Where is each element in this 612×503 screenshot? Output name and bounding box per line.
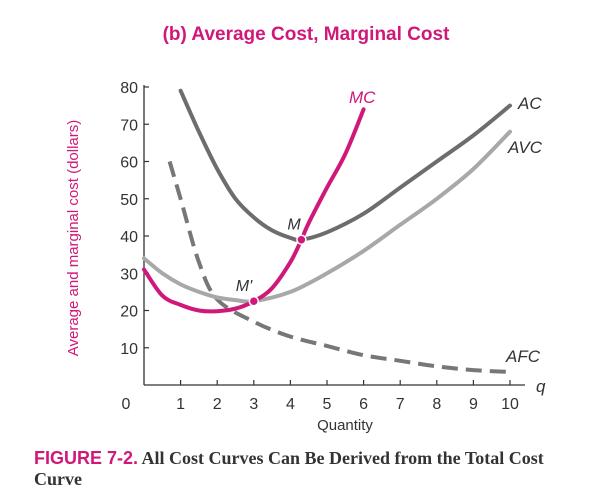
series-line-avc xyxy=(142,129,512,304)
x-tick-label: 7 xyxy=(396,396,405,413)
y-tick-label: 30 xyxy=(120,266,138,283)
x-tick-label: 8 xyxy=(432,396,441,413)
point-label: M xyxy=(287,217,301,234)
figure-caption: FIGURE 7-2. All Cost Curves Can Be Deriv… xyxy=(34,448,594,490)
series-line-afc xyxy=(167,160,511,374)
y-tick-label: 70 xyxy=(120,117,138,134)
point-label: M' xyxy=(236,278,253,295)
y-tick-label: 60 xyxy=(120,155,138,172)
series-line-ac xyxy=(178,88,512,243)
series-labels: AFC AVC AC MC xyxy=(349,88,543,366)
series-line-mc xyxy=(142,107,366,314)
cost-curves xyxy=(142,88,512,374)
point-marker xyxy=(248,295,260,307)
x-tick-label: 5 xyxy=(323,396,332,413)
series-label-mc: MC xyxy=(349,88,376,107)
y-tick-label: 80 xyxy=(120,80,138,97)
y-tick-label: 10 xyxy=(120,341,138,358)
cost-curves-chart: (b) Average Cost, Marginal Cost Average … xyxy=(65,24,546,434)
y-tick-label: 50 xyxy=(120,192,138,209)
series-label-ac: AC xyxy=(517,94,542,113)
series-label-avc: AVC xyxy=(507,138,543,157)
x-tick-label: 10 xyxy=(501,396,519,413)
x-tick-label: 4 xyxy=(286,396,295,413)
x-tick-label: 2 xyxy=(213,396,222,413)
curve-points: M M' xyxy=(236,217,307,307)
figure-caption-text: All Cost Curves Can Be Derived from the … xyxy=(34,448,544,489)
x-axis-label: Quantity xyxy=(317,417,373,434)
series-label-afc: AFC xyxy=(505,347,541,366)
y-tick-label: 20 xyxy=(120,304,138,321)
axis-ticks: 0 1 2 3 4 5 6 7 8 9 10 10 20 30 40 50 60 70 80 xyxy=(120,80,519,413)
figure-caption-label: FIGURE 7-2. xyxy=(34,448,139,468)
x-tick-label: 9 xyxy=(469,396,478,413)
y-tick-label: 40 xyxy=(120,229,138,246)
x-tick-label: 6 xyxy=(359,396,368,413)
x-axis-symbol: q xyxy=(536,377,546,396)
y-axis-label: Average and marginal cost (dollars) xyxy=(65,120,82,357)
x-tick-label: 1 xyxy=(176,396,185,413)
chart-title: (b) Average Cost, Marginal Cost xyxy=(163,24,450,45)
x-tick-label: 0 xyxy=(122,396,131,413)
x-tick-label: 3 xyxy=(249,396,258,413)
point-marker xyxy=(296,234,307,245)
